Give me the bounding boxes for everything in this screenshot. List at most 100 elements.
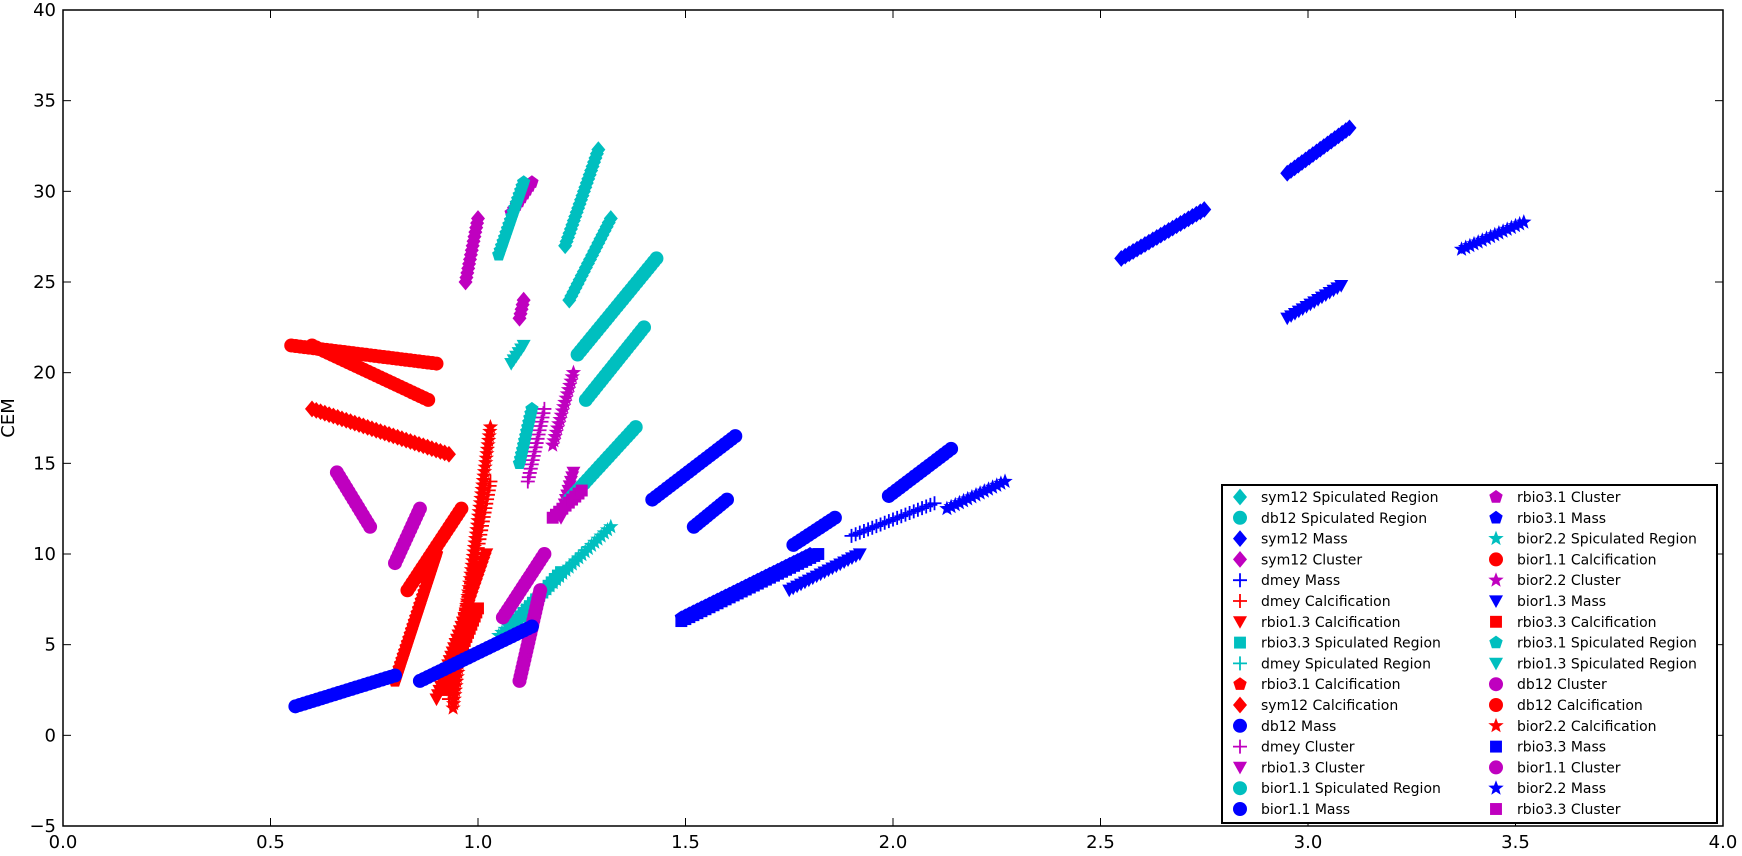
legend-label: rbio3.1 Mass [1517,511,1606,527]
data-point [454,501,469,516]
x-tick-label: 2.5 [1086,832,1115,853]
legend-marker [1488,717,1504,733]
legend-marker [1233,530,1247,547]
legend-label: bior1.1 Cluster [1517,760,1621,776]
data-point [944,441,959,456]
legend-label: rbio3.1 Calcification [1261,677,1401,693]
legend-marker [1233,594,1247,608]
data-point [525,401,539,415]
data-point [1462,237,1478,253]
data-point [1453,241,1470,256]
data-point [471,210,485,227]
data-point [968,487,984,502]
data-point [479,548,494,561]
legend-label: rbio3.3 Calcification [1517,615,1657,631]
legend-label: dmey Spiculated Region [1261,656,1431,672]
legend-marker [1489,657,1503,671]
legend-label: sym12 Spiculated Region [1261,490,1439,506]
legend-marker [1233,718,1247,733]
legend-marker [1489,552,1503,567]
data-point [591,141,606,159]
data-point [997,473,1013,488]
y-tick-label: −5 [29,816,56,837]
x-tick-label: 0.0 [49,832,78,853]
data-point [476,468,492,483]
legend-label: rbio3.1 Spiculated Region [1517,636,1697,652]
legend-marker [1233,781,1247,796]
legend-marker [1233,616,1247,629]
legend-marker [1233,656,1247,671]
data-point [720,492,734,507]
legend-marker [1489,510,1503,524]
data-point [728,429,743,444]
y-tick-label: 5 [45,635,56,656]
legend-marker [1233,677,1247,690]
data-point [947,496,963,512]
legend-marker [1233,696,1247,714]
data-point [960,490,976,506]
data-point [1478,230,1495,245]
data-point [984,479,1001,494]
data-point [603,210,618,227]
legend-marker [1233,488,1247,506]
legend-marker [1488,780,1504,795]
data-point [429,356,444,371]
data-point [421,392,436,407]
legend-label: sym12 Mass [1261,532,1348,548]
legend-label: sym12 Calcification [1261,698,1398,714]
legend-label: sym12 Cluster [1261,552,1362,568]
legend-label: rbio3.3 Cluster [1517,802,1621,818]
data-point [649,251,664,266]
legend-marker [1488,572,1504,587]
x-tick-label: 3.0 [1294,832,1323,853]
data-point [1474,232,1490,247]
data-point [565,364,582,380]
legend-label: db12 Mass [1261,719,1336,735]
data-point [1334,280,1349,293]
data-point [1491,225,1507,240]
data-point [533,583,548,598]
y-tick-label: 15 [33,453,56,474]
data-point [628,420,643,435]
data-point [827,510,842,525]
data-point [927,496,942,511]
data-point [566,466,581,480]
data-point [516,339,531,353]
legend-label: bior1.1 Spiculated Region [1261,781,1441,797]
y-tick-label: 0 [45,725,56,746]
data-point [450,664,466,679]
data-point [472,602,484,615]
legend-label: rbio3.3 Mass [1517,740,1606,756]
legend-marker [1489,595,1503,608]
legend-label: bior2.2 Calcification [1517,719,1657,735]
legend-label: bior1.1 Mass [1261,802,1350,818]
legend-marker [1233,510,1247,525]
legend-marker [1489,760,1503,775]
legend-label: bior2.2 Spiculated Region [1517,532,1697,548]
data-point [575,484,588,497]
y-tick-label: 35 [33,91,56,112]
legend-box [1221,484,1718,824]
legend-marker [1490,740,1502,753]
legend-label: rbio3.3 Spiculated Region [1261,636,1441,652]
legend-label: dmey Calcification [1261,594,1391,610]
legend-label: dmey Mass [1261,573,1340,589]
y-tick-label: 25 [33,272,56,293]
data-point [441,445,456,463]
data-point [1197,201,1212,218]
data-point [460,584,477,599]
data-point [603,518,619,534]
legend-label: bior2.2 Mass [1517,781,1606,797]
data-point [1482,228,1499,244]
data-point [412,501,427,516]
legend-label: db12 Cluster [1517,677,1607,693]
legend-label: rbio3.1 Cluster [1517,490,1621,506]
legend-marker [1490,803,1502,815]
data-point [980,481,997,496]
data-point [939,500,955,516]
data-point [637,320,651,335]
legend-label: rbio1.3 Cluster [1261,760,1365,776]
x-axis-ticks: 0.0 0.5 1.0 1.5 2.0 2.5 3.0 3.5 4.0 [49,10,1737,853]
data-point [1499,221,1515,236]
